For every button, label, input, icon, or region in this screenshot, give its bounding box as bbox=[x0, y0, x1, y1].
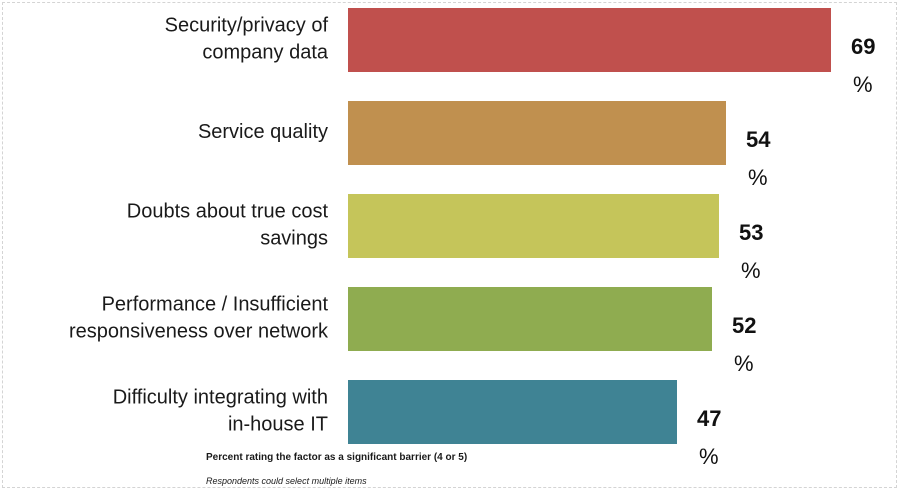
percent-sign-2: % bbox=[748, 165, 768, 190]
value-label-5: 47 bbox=[697, 406, 721, 431]
percent-sign-4: % bbox=[734, 351, 754, 376]
bar-5 bbox=[348, 380, 677, 444]
category-label-5: Difficulty integrating with in-house IT bbox=[113, 387, 328, 436]
percent-sign-1: % bbox=[853, 72, 873, 97]
percent-sign-5: % bbox=[699, 444, 719, 469]
bar-2 bbox=[348, 101, 726, 165]
value-label-2: 54 bbox=[746, 127, 771, 152]
bar-3 bbox=[348, 194, 719, 258]
value-label-4: 52 bbox=[732, 313, 756, 338]
value-label-1: 69 bbox=[851, 34, 875, 59]
percent-sign-3: % bbox=[741, 258, 761, 283]
category-label-1: Security/privacy of company data bbox=[165, 15, 329, 64]
category-label-2: Service quality bbox=[198, 121, 328, 143]
value-label-3: 53 bbox=[739, 220, 763, 245]
category-label-4: Performance / Insufficient responsiveness… bbox=[69, 294, 329, 343]
bar-1 bbox=[348, 8, 831, 72]
category-label-3: Doubts about true cost savings bbox=[127, 201, 329, 250]
footnote-significant-barrier: Percent rating the factor as a significa… bbox=[206, 452, 468, 463]
footnote-multiple-items: Respondents could select multiple items bbox=[206, 476, 367, 486]
bar-4 bbox=[348, 287, 712, 351]
